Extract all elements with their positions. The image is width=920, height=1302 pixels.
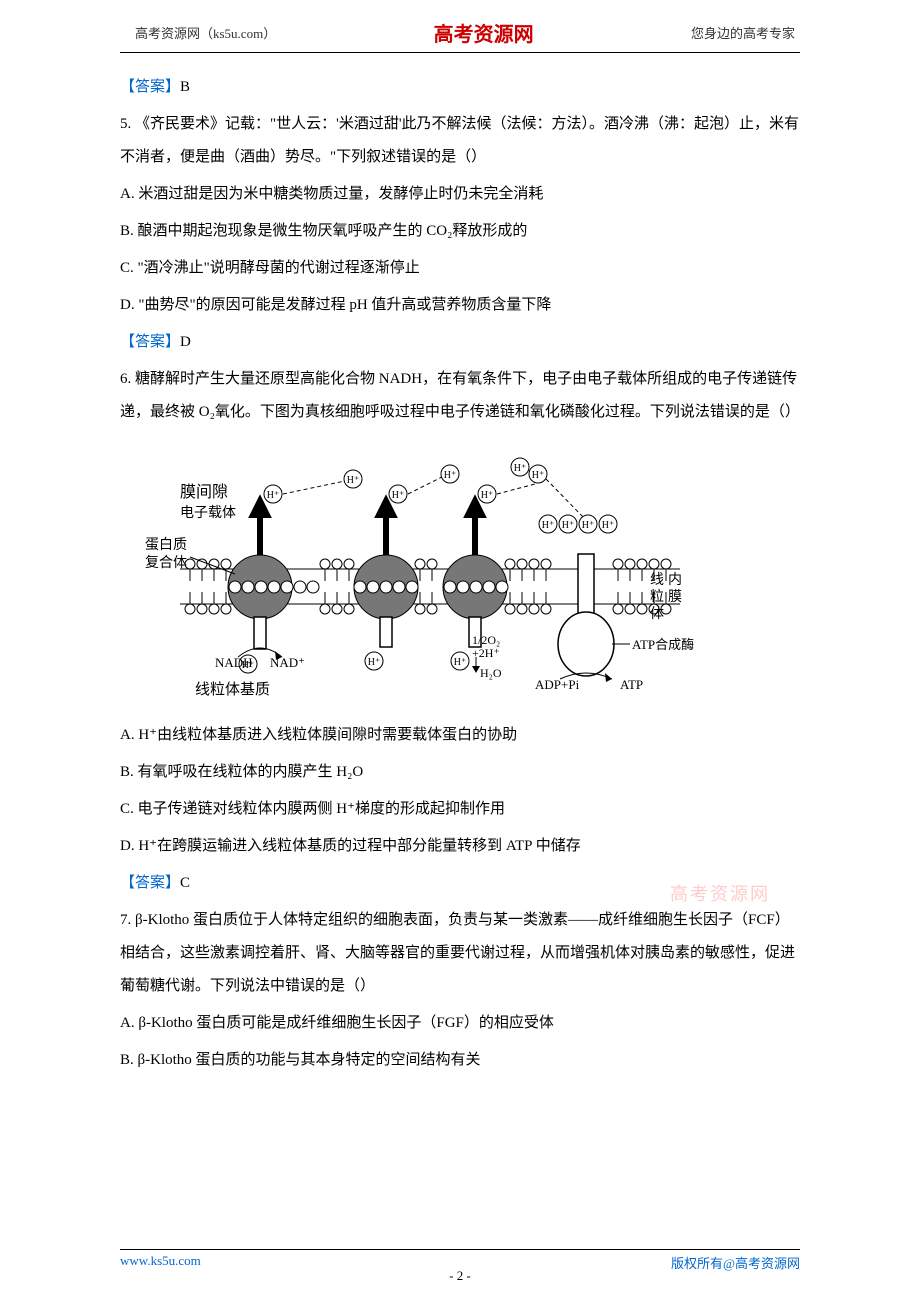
svg-text:H⁺: H⁺ <box>481 490 494 501</box>
answer-label: 【答案】 <box>120 79 180 95</box>
answer-5: 【答案】D <box>120 326 800 359</box>
svg-text:粒: 粒 <box>650 589 664 605</box>
svg-text:ATP: ATP <box>620 677 643 692</box>
q5-option-c: C. "酒冷沸止"说明酵母菌的代谢过程逐渐停止 <box>120 252 800 285</box>
svg-text:NADH: NADH <box>215 655 253 670</box>
electron-chain <box>229 581 508 593</box>
svg-text:H⁺: H⁺ <box>562 520 575 531</box>
q6-option-d: D. H⁺在跨膜运输进入线粒体基质的过程中部分能量转移到 ATP 中储存 <box>120 830 800 863</box>
arrows-up <box>253 501 482 555</box>
q6-stem: 6. 糖酵解时产生大量还原型高能化合物 NADH，在有氧条件下，电子由电子载体所… <box>120 363 800 429</box>
header-right-text: 您身边的高考专家 <box>691 23 795 42</box>
answer-letter: C <box>180 875 190 891</box>
svg-text:电子载体: 电子载体 <box>180 505 236 521</box>
footer-url: www.ks5u.com <box>120 1253 201 1269</box>
svg-text:ADP+Pi: ADP+Pi <box>535 677 580 692</box>
svg-text:H⁺: H⁺ <box>392 490 405 501</box>
svg-text:H₂O: H₂O <box>480 666 502 680</box>
diagram-labels: 膜间隙 电子载体 蛋白质 复合体 NADH NAD⁺ 线粒体基质 1/2O₂ +… <box>145 483 694 698</box>
q5-option-b: B. 酿酒中期起泡现象是微生物厌氧呼吸产生的 CO₂释放形成的 <box>120 215 800 248</box>
watermark: 高考资源网 <box>670 880 770 906</box>
svg-text:H⁺: H⁺ <box>267 490 280 501</box>
svg-text:H⁺: H⁺ <box>454 657 467 668</box>
answer-4: 【答案】B <box>120 71 800 104</box>
svg-text:H⁺: H⁺ <box>542 520 555 531</box>
svg-text:复合体: 复合体 <box>145 554 187 571</box>
electron-transport-chain-diagram: H⁺ H⁺ H⁺ H⁺ H⁺ H⁺ H⁺ H⁺ H⁺ H⁺ H⁺ H⁺ H⁺ H… <box>140 439 700 709</box>
svg-text:H⁺: H⁺ <box>602 520 615 531</box>
svg-text:蛋白质: 蛋白质 <box>145 537 187 553</box>
answer-letter: D <box>180 334 191 350</box>
answer-label: 【答案】 <box>120 875 180 891</box>
svg-text:线: 线 <box>650 572 664 588</box>
svg-text:H⁺: H⁺ <box>582 520 595 531</box>
svg-text:ATP合成酶: ATP合成酶 <box>632 637 694 652</box>
document-content: 【答案】B 5. 《齐民要术》记载："世人云：'米酒过甜'此乃不解法候（法候：方… <box>0 71 920 1077</box>
q6-option-b: B. 有氧呼吸在线粒体的内膜产生 H₂O <box>120 756 800 789</box>
svg-text:1/2O₂: 1/2O₂ <box>472 633 500 647</box>
page-header: 高考资源网（ks5u.com） 高考资源网 您身边的高考专家 <box>120 0 800 53</box>
svg-text:H⁺: H⁺ <box>347 475 360 486</box>
q6-option-a: A. H⁺由线粒体基质进入线粒体膜间隙时需要载体蛋白的协助 <box>120 719 800 752</box>
header-left-text: 高考资源网（ks5u.com） <box>135 23 276 42</box>
svg-text:NAD⁺: NAD⁺ <box>270 655 305 670</box>
atp-synthase <box>558 554 614 676</box>
footer-copyright: 版权所有@高考资源网 <box>671 1253 800 1272</box>
q7-stem: 7. β-Klotho 蛋白质位于人体特定组织的细胞表面，负责与某一类激素——成… <box>120 904 800 1003</box>
svg-text:膜间隙: 膜间隙 <box>180 483 228 501</box>
answer-label: 【答案】 <box>120 334 180 350</box>
svg-text:H⁺: H⁺ <box>444 470 457 481</box>
svg-text:H⁺: H⁺ <box>532 470 545 481</box>
q5-option-d: D. "曲势尽"的原因可能是发酵过程 pH 值升高或营养物质含量下降 <box>120 289 800 322</box>
svg-text:H⁺: H⁺ <box>368 657 381 668</box>
q7-option-a: A. β-Klotho 蛋白质可能是成纤维细胞生长因子（FGF）的相应受体 <box>120 1007 800 1040</box>
svg-text:H⁺: H⁺ <box>514 463 527 474</box>
q5-stem: 5. 《齐民要术》记载："世人云：'米酒过甜'此乃不解法候（法候：方法）。酒冷沸… <box>120 108 800 174</box>
q5-option-a: A. 米酒过甜是因为米中糖类物质过量，发酵停止时仍未完全消耗 <box>120 178 800 211</box>
svg-text:线粒体基质: 线粒体基质 <box>195 681 270 698</box>
q7-option-b: B. β-Klotho 蛋白质的功能与其本身特定的空间结构有关 <box>120 1044 800 1077</box>
header-center-title: 高考资源网 <box>434 18 534 47</box>
svg-text:内: 内 <box>668 572 682 588</box>
q6-option-c: C. 电子传递链对线粒体内膜两侧 H⁺梯度的形成起抑制作用 <box>120 793 800 826</box>
stems-down <box>254 617 481 649</box>
page-number: - 2 - <box>449 1268 471 1284</box>
svg-text:膜: 膜 <box>668 589 682 605</box>
answer-letter: B <box>180 79 190 95</box>
svg-text:体: 体 <box>650 606 664 622</box>
